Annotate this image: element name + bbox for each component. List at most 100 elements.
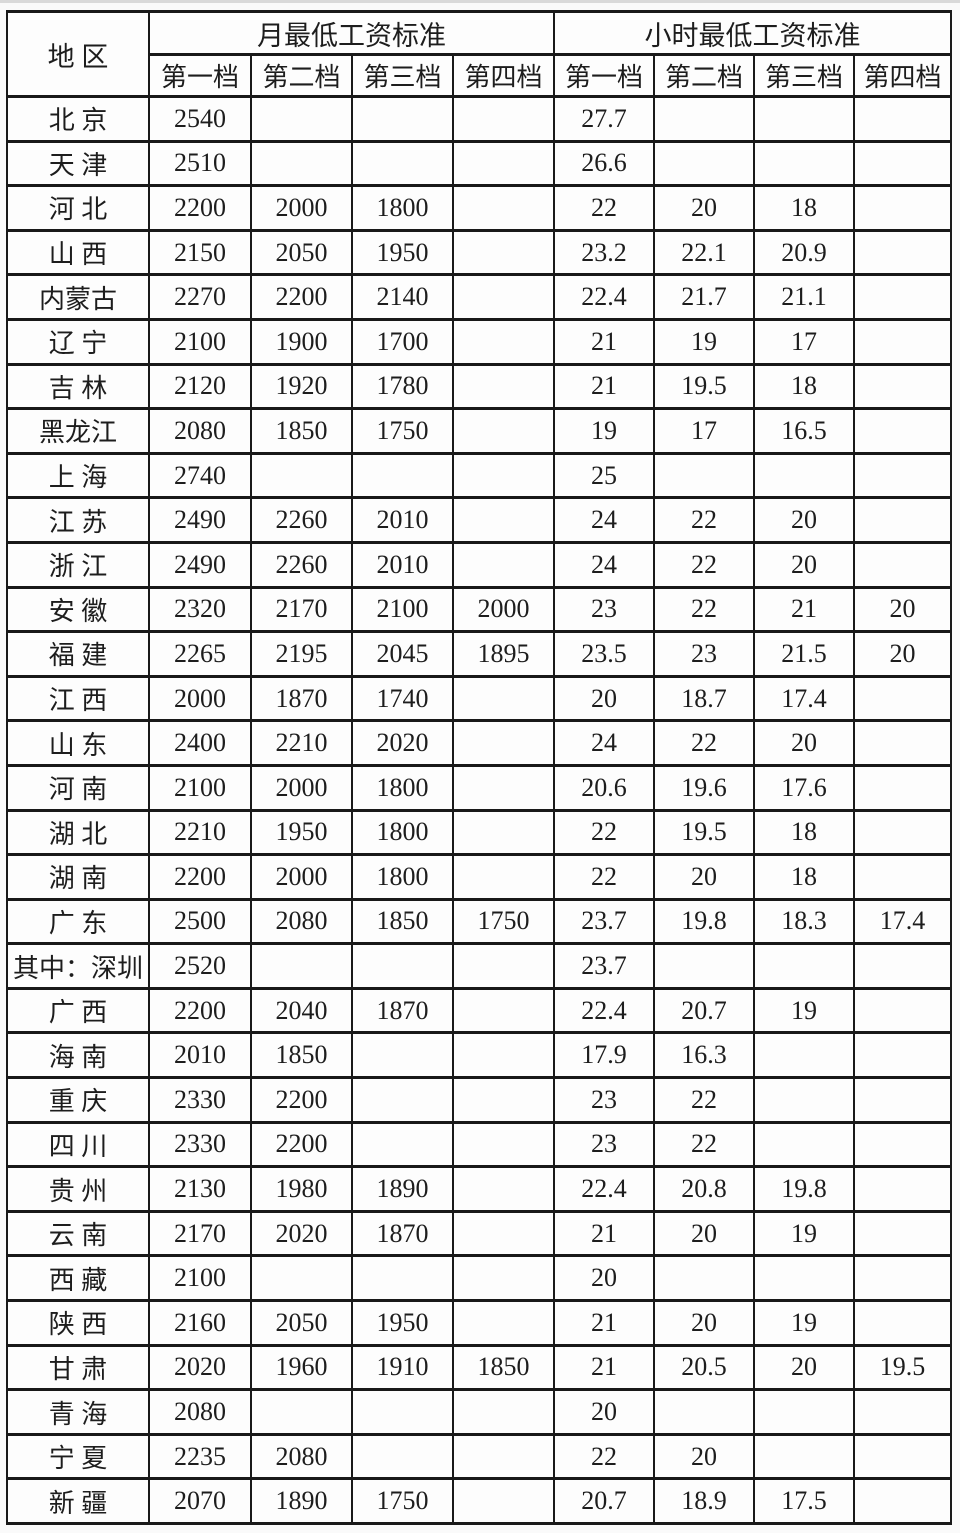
value-cell: 20 <box>653 1432 755 1481</box>
value-cell <box>452 362 555 411</box>
table-row: 贵 州 2130 1980 1890 22.4 20.8 19.8 <box>6 1165 952 1213</box>
value-cell: 1950 <box>351 228 454 277</box>
table-row: 新 疆 2070 1890 1750 20.7 18.9 17.5 <box>6 1477 952 1525</box>
value-cell: 2330 <box>148 1076 252 1124</box>
value-cell: 21 <box>553 1343 655 1392</box>
value-cell: 1920 <box>250 362 353 411</box>
value-cell: 22.4 <box>553 986 655 1035</box>
table-row: 河 北 2200 2000 1800 22 20 18 <box>6 184 952 232</box>
monthly-tier1-header: 第一档 <box>148 53 252 98</box>
value-cell: 18.3 <box>753 897 855 946</box>
value-cell: 20 <box>753 1343 855 1392</box>
value-cell <box>753 451 855 500</box>
value-cell: 2000 <box>452 585 555 634</box>
table-row: 云 南 2170 2020 1870 21 20 19 <box>6 1209 952 1258</box>
value-cell <box>753 1076 855 1124</box>
value-cell: 2200 <box>148 853 252 901</box>
table-row: 江 西 2000 1870 1740 20 18.7 17.4 <box>6 674 952 723</box>
value-cell: 20 <box>653 1299 755 1347</box>
value-cell <box>853 719 952 767</box>
value-cell: 2000 <box>148 674 252 723</box>
value-cell <box>452 1165 555 1213</box>
value-cell: 2080 <box>250 897 353 946</box>
table-row: 广 西 2200 2040 1870 22.4 20.7 19 <box>6 986 952 1035</box>
value-cell <box>452 853 555 901</box>
region-cell: 江 西 <box>6 674 150 723</box>
region-cell: 陕 西 <box>6 1299 150 1347</box>
value-cell: 2270 <box>148 273 252 321</box>
value-cell: 22 <box>553 184 655 232</box>
table-row: 内蒙古 2270 2200 2140 22.4 21.7 21.1 <box>6 273 952 321</box>
value-cell: 19.5 <box>853 1343 952 1392</box>
value-cell: 2330 <box>148 1120 252 1169</box>
value-cell <box>853 1120 952 1169</box>
value-cell <box>853 139 952 188</box>
value-cell <box>452 763 555 812</box>
value-cell: 2000 <box>250 184 353 232</box>
value-cell: 2100 <box>148 763 252 812</box>
value-cell <box>250 1254 353 1303</box>
region-cell: 重 庆 <box>6 1076 150 1124</box>
region-cell: 湖 南 <box>6 853 150 901</box>
value-cell: 20 <box>853 585 952 634</box>
value-cell <box>853 451 952 500</box>
value-cell: 21 <box>553 1299 655 1347</box>
value-cell: 2020 <box>250 1209 353 1258</box>
value-cell <box>351 451 454 500</box>
value-cell: 1800 <box>351 763 454 812</box>
value-cell <box>452 1076 555 1124</box>
value-cell: 23.2 <box>553 228 655 277</box>
value-cell <box>452 95 555 143</box>
value-cell: 19 <box>753 1209 855 1258</box>
value-cell: 2080 <box>148 1388 252 1436</box>
table-row: 湖 北 2210 1950 1800 22 19.5 18 <box>6 808 952 857</box>
value-cell <box>853 763 952 812</box>
value-cell: 1960 <box>250 1343 353 1392</box>
region-cell: 甘 肃 <box>6 1343 150 1392</box>
value-cell: 2490 <box>148 540 252 589</box>
value-cell: 2000 <box>250 763 353 812</box>
value-cell: 1870 <box>351 986 454 1035</box>
value-cell <box>853 407 952 455</box>
value-cell: 20.7 <box>553 1477 655 1525</box>
value-cell: 22 <box>553 1432 655 1481</box>
value-cell <box>653 1254 755 1303</box>
value-cell: 19.5 <box>653 362 755 411</box>
value-cell: 2200 <box>250 1076 353 1124</box>
table-row: 四 川 2330 2200 23 22 <box>6 1120 952 1169</box>
table-row: 天 津 2510 26.6 <box>6 139 952 188</box>
value-cell <box>452 184 555 232</box>
value-cell: 1900 <box>250 317 353 366</box>
value-cell: 25 <box>553 451 655 500</box>
hourly-tier4-header: 第四档 <box>853 53 952 98</box>
value-cell: 22 <box>653 585 755 634</box>
value-cell: 17.4 <box>853 897 952 946</box>
table-row: 安 徽 2320 2170 2100 2000 23 22 21 20 <box>6 585 952 634</box>
value-cell: 2050 <box>250 228 353 277</box>
value-cell: 19 <box>753 1299 855 1347</box>
value-cell: 1800 <box>351 184 454 232</box>
value-cell: 21.1 <box>753 273 855 321</box>
value-cell: 2200 <box>148 986 252 1035</box>
value-cell: 2510 <box>148 139 252 188</box>
value-cell <box>452 496 555 544</box>
value-cell: 24 <box>553 719 655 767</box>
region-cell: 安 徽 <box>6 585 150 634</box>
value-cell: 2100 <box>148 317 252 366</box>
value-cell: 2010 <box>351 540 454 589</box>
value-cell: 2070 <box>148 1477 252 1525</box>
value-cell: 2520 <box>148 942 252 990</box>
region-cell: 西 藏 <box>6 1254 150 1303</box>
value-cell: 20 <box>853 630 952 678</box>
value-cell <box>452 1254 555 1303</box>
header-group-row: 地 区 月最低工资标准 小时最低工资标准 <box>6 10 952 98</box>
value-cell: 2320 <box>148 585 252 634</box>
value-cell: 2540 <box>148 95 252 143</box>
table-row: 北 京 2540 27.7 <box>6 95 952 143</box>
region-cell: 海 南 <box>6 1031 150 1080</box>
value-cell: 18 <box>753 853 855 901</box>
value-cell: 20.6 <box>553 763 655 812</box>
value-cell: 22.4 <box>553 1165 655 1213</box>
region-cell: 北 京 <box>6 95 150 143</box>
value-cell: 22 <box>653 496 755 544</box>
